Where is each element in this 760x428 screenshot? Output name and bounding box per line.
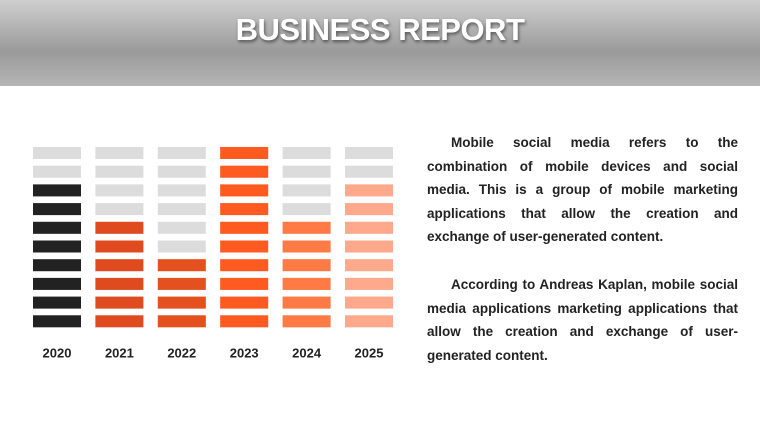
empty-block xyxy=(282,147,331,159)
block xyxy=(345,315,393,328)
x-tick-label: 2025 xyxy=(355,345,384,360)
block xyxy=(95,315,144,328)
block xyxy=(220,240,269,253)
block xyxy=(282,315,331,328)
x-tick-label: 2024 xyxy=(292,345,322,360)
header: BUSINESS REPORT xyxy=(0,0,760,86)
bar xyxy=(157,259,206,328)
block xyxy=(33,240,81,253)
block xyxy=(157,259,206,272)
bar xyxy=(345,184,393,328)
x-tick-label: 2021 xyxy=(105,345,134,360)
bar xyxy=(220,147,269,328)
block xyxy=(220,165,269,178)
block xyxy=(95,296,144,309)
block xyxy=(220,277,269,290)
empty-block xyxy=(282,203,331,216)
block xyxy=(282,259,331,272)
empty-block xyxy=(33,165,81,178)
x-tick-label: 2020 xyxy=(43,345,72,360)
block xyxy=(33,184,81,197)
block xyxy=(95,240,144,253)
block xyxy=(220,259,269,272)
block xyxy=(33,203,81,216)
empty-block xyxy=(282,184,331,197)
block xyxy=(282,221,331,234)
chart: 2020 2021 2022 2023 2024 2025 xyxy=(33,147,393,360)
paragraph: Mobile social media refers to the combin… xyxy=(427,135,738,244)
block xyxy=(33,315,81,328)
block xyxy=(345,184,393,197)
block xyxy=(33,221,81,234)
block xyxy=(220,221,269,234)
empty-block xyxy=(157,221,206,234)
block xyxy=(157,277,206,290)
block xyxy=(345,296,393,309)
empty-block xyxy=(157,240,206,253)
block xyxy=(95,259,144,272)
block xyxy=(220,296,269,309)
empty-block xyxy=(345,147,393,159)
empty-block xyxy=(95,203,144,216)
bar xyxy=(95,221,144,328)
empty-block xyxy=(95,165,144,178)
block xyxy=(95,277,144,290)
paragraph: According to Andreas Kaplan, mobile soci… xyxy=(427,277,738,363)
block xyxy=(345,240,393,253)
block xyxy=(220,315,269,328)
empty-block xyxy=(157,184,206,197)
block xyxy=(345,277,393,290)
block xyxy=(282,277,331,290)
empty-block xyxy=(157,147,206,159)
block xyxy=(33,259,81,272)
block xyxy=(282,240,331,253)
x-tick-label: 2022 xyxy=(167,345,196,360)
block xyxy=(33,296,81,309)
block xyxy=(157,315,206,328)
block xyxy=(157,296,206,309)
block xyxy=(95,221,144,234)
block xyxy=(345,203,393,216)
block xyxy=(345,259,393,272)
block xyxy=(282,296,331,309)
empty-block xyxy=(95,184,144,197)
bar xyxy=(33,184,81,328)
title: BUSINESS REPORT xyxy=(235,12,525,47)
empty-block xyxy=(157,165,206,178)
x-tick-label: 2023 xyxy=(230,345,259,360)
block xyxy=(220,184,269,197)
block xyxy=(220,203,269,216)
empty-block xyxy=(95,147,144,159)
block xyxy=(220,147,269,159)
block xyxy=(345,221,393,234)
empty-block xyxy=(33,147,81,159)
block xyxy=(33,277,81,290)
empty-block xyxy=(282,165,331,178)
empty-block xyxy=(157,203,206,216)
empty-block xyxy=(345,165,393,178)
bar xyxy=(282,221,331,328)
